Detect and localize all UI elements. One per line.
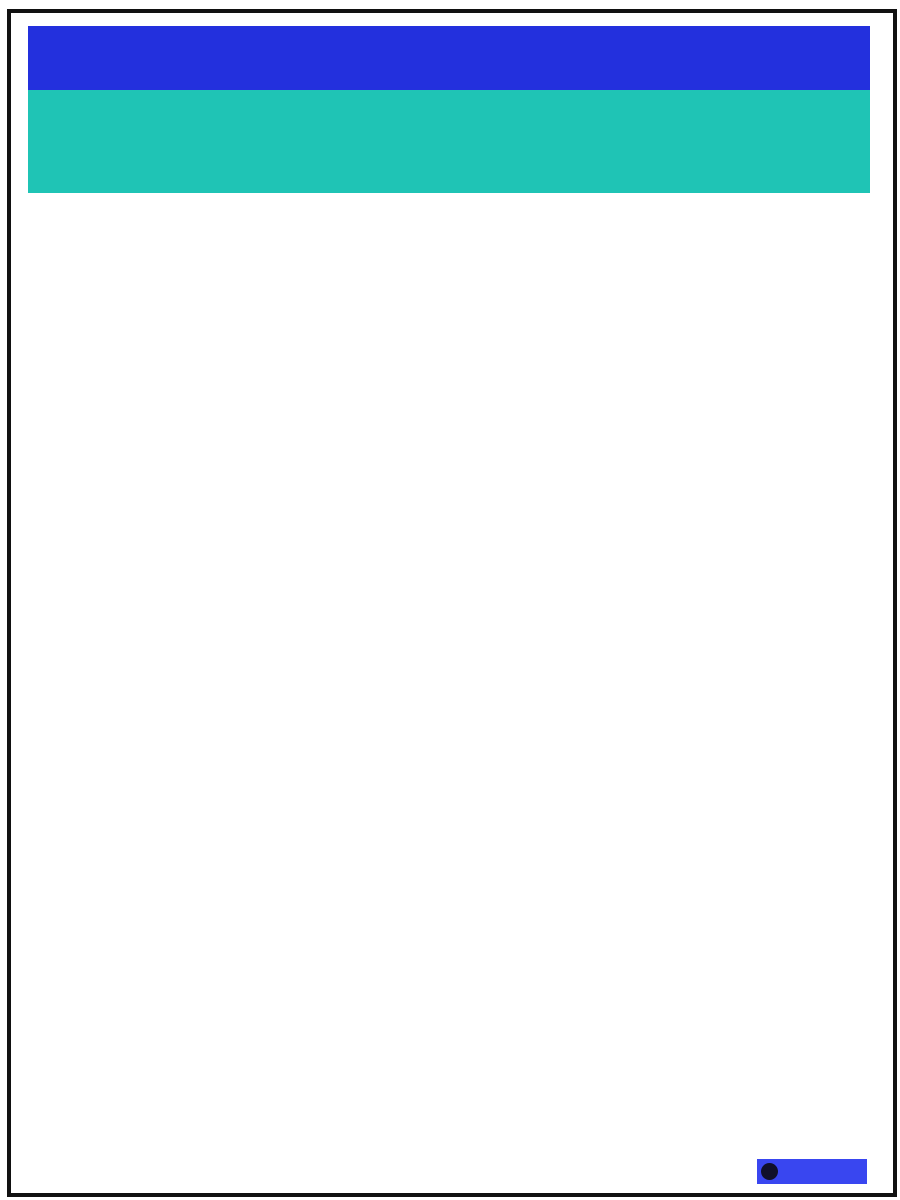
summary-table: [28, 90, 870, 193]
copyright-icon: [761, 1163, 778, 1180]
page-border: [7, 9, 897, 1197]
weaclim-logo: [757, 1159, 867, 1184]
header: [28, 26, 870, 90]
